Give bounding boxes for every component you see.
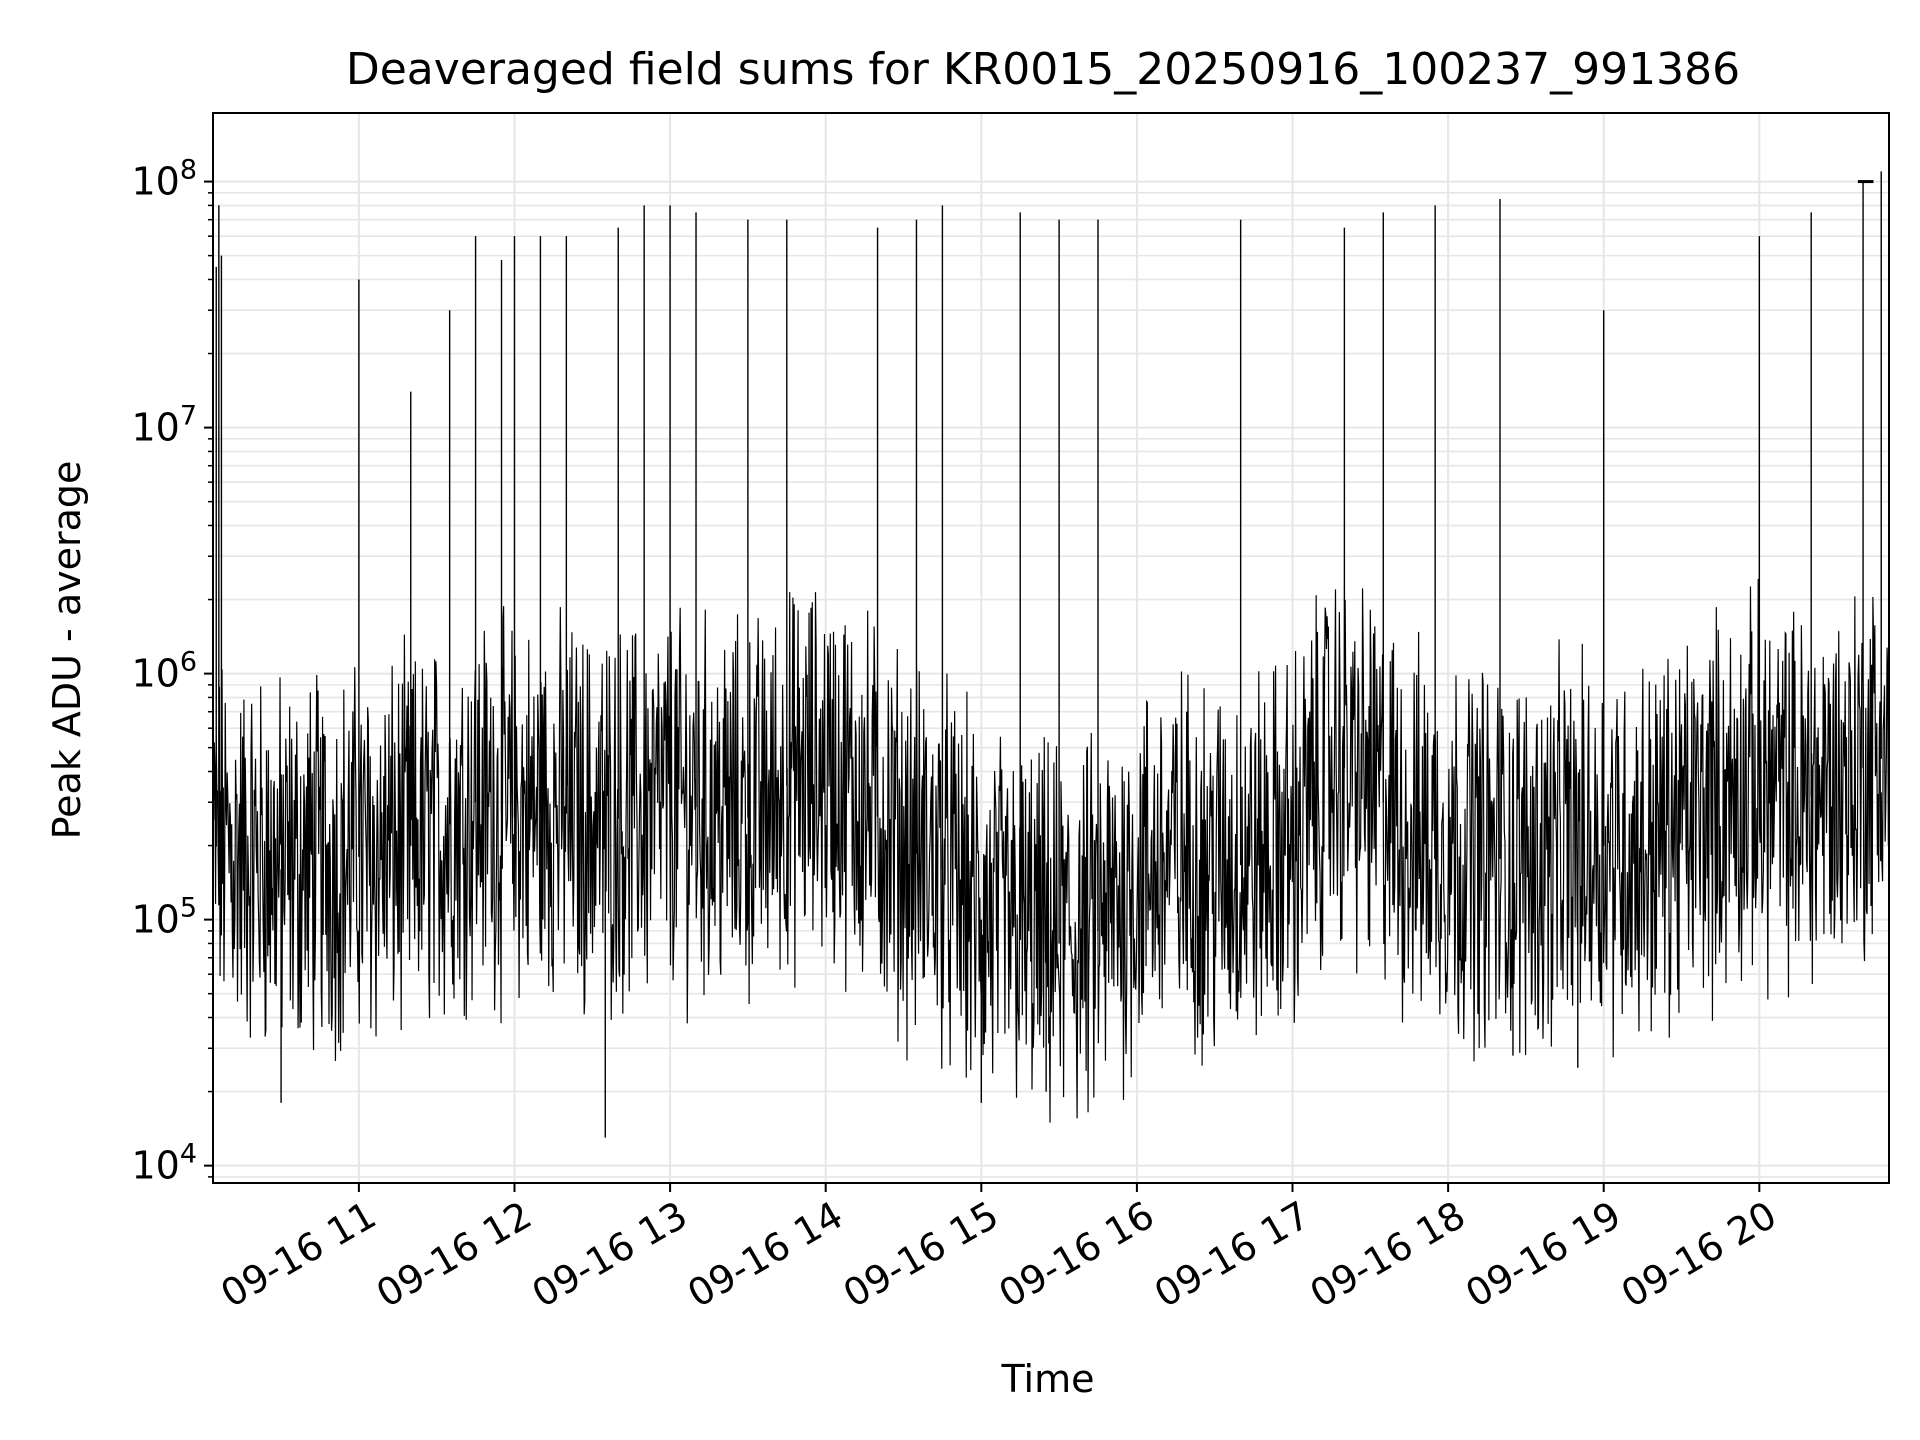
y-tick-label: 105 xyxy=(131,893,197,942)
grid xyxy=(213,113,1889,1183)
axes-frame xyxy=(212,112,1890,1184)
y-tick-label: 104 xyxy=(131,1139,197,1188)
y-tick-label: 106 xyxy=(131,647,197,696)
x-axis-label: Time xyxy=(1001,1357,1095,1401)
y-axis-label: Peak ADU - average xyxy=(45,461,89,840)
chart-title: Deaveraged field sums for KR0015_2025091… xyxy=(346,44,1740,95)
data-series xyxy=(213,171,1890,1138)
y-tick-label: 108 xyxy=(131,155,197,204)
y-axis: 104 105 106 107 108 xyxy=(131,155,213,1188)
series-trace xyxy=(213,579,1890,1123)
y-tick-label: 107 xyxy=(131,401,197,450)
